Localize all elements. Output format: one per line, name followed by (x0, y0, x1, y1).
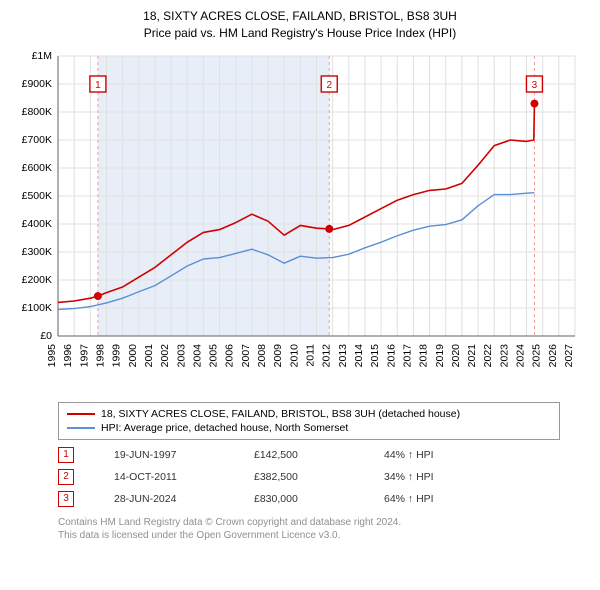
svg-text:2027: 2027 (563, 343, 575, 367)
svg-text:£700K: £700K (22, 134, 52, 146)
sales-price: £382,500 (254, 471, 344, 483)
svg-text:£300K: £300K (22, 246, 52, 258)
footer-line-2: This data is licensed under the Open Gov… (58, 529, 560, 543)
legend-row: HPI: Average price, detached house, Nort… (67, 421, 551, 435)
chart-area: £0 £100K £200K £300K £400K £500K £600K £700K £80… (0, 46, 600, 396)
svg-text:2026: 2026 (547, 343, 559, 367)
svg-text:2019: 2019 (434, 343, 446, 367)
svg-text:2021: 2021 (466, 343, 478, 367)
svg-text:2007: 2007 (240, 343, 252, 367)
sales-pct: 34% ↑ HPI (384, 471, 484, 483)
legend-label-hpi: HPI: Average price, detached house, Nort… (101, 422, 348, 434)
legend-row: 18, SIXTY ACRES CLOSE, FAILAND, BRISTOL,… (67, 407, 551, 421)
svg-text:2015: 2015 (369, 343, 381, 367)
svg-text:2020: 2020 (450, 343, 462, 367)
sales-price: £142,500 (254, 449, 344, 461)
sales-price: £830,000 (254, 493, 344, 505)
sales-date: 14-OCT-2011 (114, 471, 214, 483)
chart-titles: 18, SIXTY ACRES CLOSE, FAILAND, BRISTOL,… (0, 0, 600, 46)
svg-text:2004: 2004 (191, 343, 203, 367)
svg-text:2014: 2014 (353, 343, 365, 367)
svg-text:2009: 2009 (272, 343, 284, 367)
legend-label-price: 18, SIXTY ACRES CLOSE, FAILAND, BRISTOL,… (101, 408, 460, 420)
svg-text:2002: 2002 (159, 343, 171, 367)
svg-text:2: 2 (326, 80, 332, 91)
footer: Contains HM Land Registry data © Crown c… (58, 516, 560, 543)
sales-table: 1 19-JUN-1997 £142,500 44% ↑ HPI 2 14-OC… (58, 444, 560, 510)
svg-text:£200K: £200K (22, 274, 52, 286)
svg-text:2025: 2025 (531, 343, 543, 367)
svg-text:2017: 2017 (401, 343, 413, 367)
svg-text:2013: 2013 (337, 343, 349, 367)
page-container: 18, SIXTY ACRES CLOSE, FAILAND, BRISTOL,… (0, 0, 600, 543)
svg-text:2022: 2022 (482, 343, 494, 367)
svg-text:1997: 1997 (78, 343, 90, 367)
svg-text:2000: 2000 (127, 343, 139, 367)
sales-pct: 64% ↑ HPI (384, 493, 484, 505)
svg-text:£0: £0 (40, 330, 52, 342)
svg-text:3: 3 (532, 80, 538, 91)
svg-text:2001: 2001 (143, 343, 155, 367)
svg-text:1995: 1995 (46, 343, 58, 367)
footer-line-1: Contains HM Land Registry data © Crown c… (58, 516, 560, 530)
svg-text:£1M: £1M (32, 50, 52, 62)
svg-text:2010: 2010 (288, 343, 300, 367)
title-address: 18, SIXTY ACRES CLOSE, FAILAND, BRISTOL,… (0, 8, 600, 25)
sales-date: 19-JUN-1997 (114, 449, 214, 461)
svg-text:2023: 2023 (498, 343, 510, 367)
svg-text:2008: 2008 (256, 343, 268, 367)
svg-text:1999: 1999 (111, 343, 123, 367)
svg-text:2003: 2003 (175, 343, 187, 367)
legend-swatch-hpi (67, 427, 95, 429)
legend-box: 18, SIXTY ACRES CLOSE, FAILAND, BRISTOL,… (58, 402, 560, 440)
svg-text:2016: 2016 (385, 343, 397, 367)
svg-text:£500K: £500K (22, 190, 52, 202)
svg-text:£800K: £800K (22, 106, 52, 118)
title-subtitle: Price paid vs. HM Land Registry's House … (0, 25, 600, 42)
svg-text:2018: 2018 (418, 343, 430, 367)
svg-text:£600K: £600K (22, 162, 52, 174)
svg-text:£900K: £900K (22, 78, 52, 90)
svg-text:2011: 2011 (305, 343, 317, 366)
svg-text:2024: 2024 (515, 343, 527, 367)
marker-box-1: 1 (58, 447, 74, 463)
svg-text:2012: 2012 (321, 343, 333, 367)
sales-pct: 44% ↑ HPI (384, 449, 484, 461)
chart-svg: £0 £100K £200K £300K £400K £500K £600K £700K £80… (0, 46, 600, 396)
svg-text:£400K: £400K (22, 218, 52, 230)
svg-text:1: 1 (95, 80, 101, 91)
sales-row: 1 19-JUN-1997 £142,500 44% ↑ HPI (58, 444, 560, 466)
sales-row: 3 28-JUN-2024 £830,000 64% ↑ HPI (58, 488, 560, 510)
svg-text:2006: 2006 (224, 343, 236, 367)
sales-date: 28-JUN-2024 (114, 493, 214, 505)
legend-swatch-price (67, 413, 95, 415)
svg-text:1998: 1998 (94, 343, 106, 367)
marker-box-2: 2 (58, 469, 74, 485)
svg-text:£100K: £100K (22, 302, 52, 314)
svg-text:2005: 2005 (208, 343, 220, 367)
marker-box-3: 3 (58, 491, 74, 507)
sales-row: 2 14-OCT-2011 £382,500 34% ↑ HPI (58, 466, 560, 488)
svg-text:1996: 1996 (62, 343, 74, 367)
